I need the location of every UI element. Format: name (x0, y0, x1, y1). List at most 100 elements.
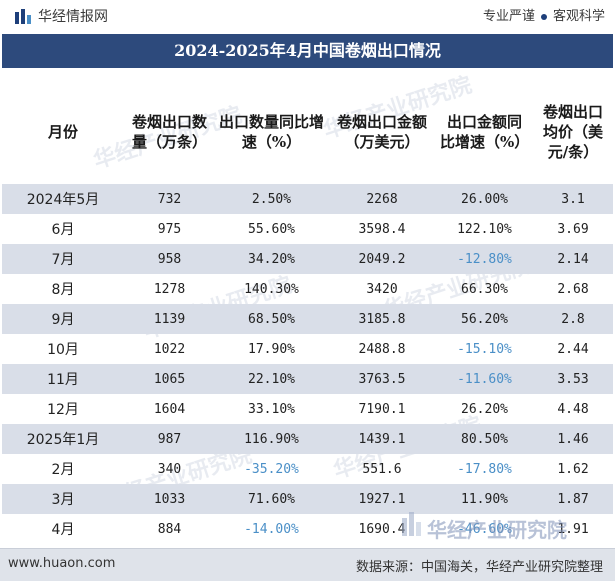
month-cell: 3月 (2, 484, 124, 514)
footer-source: 数据来源：中国海关，华经产业研究院整理 (355, 560, 603, 575)
value-cell: 33.10% (248, 401, 295, 417)
value-cell: -35.20% (244, 461, 299, 477)
value-cell: 71.60% (215, 484, 328, 514)
month-cell: 4月 (51, 522, 75, 538)
table-row: 4月 884 -14.00% 1690.4 -46.60% 1.91 (2, 514, 613, 544)
value-cell: 1.62 (557, 461, 589, 477)
value-cell: 122.10% (457, 221, 512, 237)
table-row: 2024年5月 732 2.50% 2268 26.00% 3.1 (2, 184, 613, 214)
page-title: 2024-2025年4月中国卷烟出口情况 (2, 34, 613, 68)
column-header: 出口数量同比增速（%） (219, 113, 325, 151)
value-cell: 2488.8 (358, 341, 406, 357)
month-cell: 7月 (2, 244, 124, 274)
month-cell: 2024年5月 (2, 184, 124, 214)
footer: www.huaon.com 数据来源：中国海关，华经产业研究院整理 (0, 548, 615, 581)
value-cell: 1065 (124, 364, 215, 394)
value-cell: 958 (124, 244, 215, 274)
value-cell: 1022 (153, 341, 186, 357)
huajing-logo-icon (15, 9, 31, 24)
month-cell: 2025年1月 (2, 424, 124, 454)
value-cell: -15.10% (457, 341, 512, 357)
value-cell: 56.20% (436, 304, 533, 334)
value-cell: 1927.1 (328, 484, 436, 514)
value-cell: 1.91 (557, 521, 589, 537)
value-cell: 3598.4 (358, 221, 406, 237)
value-cell: 7190.1 (358, 401, 406, 417)
value-cell: 987 (124, 424, 215, 454)
value-cell: 884 (157, 521, 182, 537)
value-cell: 1604 (153, 401, 186, 417)
value-cell: 26.20% (461, 401, 508, 417)
column-header: 出口金额同比增速（%） (440, 113, 530, 151)
column-header: 月份 (47, 123, 78, 141)
value-cell: 11.90% (436, 484, 533, 514)
month-cell: 2月 (51, 462, 75, 478)
value-cell: 66.30% (461, 281, 508, 297)
value-cell: 2268 (328, 184, 436, 214)
value-cell: 2.68 (557, 281, 589, 297)
value-cell: 2049.2 (328, 244, 436, 274)
site-name: 华经情报网 (38, 9, 108, 25)
value-cell: 1.87 (533, 484, 613, 514)
value-cell: 4.48 (557, 401, 589, 417)
value-cell: 1278 (153, 281, 186, 297)
value-cell: 2.50% (215, 184, 328, 214)
value-cell: -11.60% (436, 364, 533, 394)
value-cell: 2.8 (533, 304, 613, 334)
value-cell: 140.30% (244, 281, 299, 297)
value-cell: 3.69 (557, 221, 589, 237)
value-cell: 3.53 (533, 364, 613, 394)
footer-url: www.huaon.com (8, 556, 116, 571)
table-row: 10月 1022 17.90% 2488.8 -15.10% 2.44 (2, 334, 613, 364)
month-cell: 8月 (51, 282, 75, 298)
value-cell: 1439.1 (328, 424, 436, 454)
column-header: 卷烟出口数量（万条） (131, 113, 207, 151)
value-cell: 3185.8 (328, 304, 436, 334)
value-cell: 116.90% (215, 424, 328, 454)
value-cell: 3420 (366, 281, 398, 297)
table-row: 8月 1278 140.30% 3420 66.30% 2.68 (2, 274, 613, 304)
value-cell: 3.1 (533, 184, 613, 214)
month-cell: 11月 (2, 364, 124, 394)
value-cell: -46.60% (457, 521, 512, 537)
value-cell: 1.46 (533, 424, 613, 454)
month-cell: 12月 (47, 402, 79, 418)
value-cell: 55.60% (248, 221, 295, 237)
table-header-row: 月份 卷烟出口数量（万条） 出口数量同比增速（%） 卷烟出口金额（万美元） 出口… (2, 80, 613, 184)
table-row: 11月 1065 22.10% 3763.5 -11.60% 3.53 (2, 364, 613, 394)
table-row: 3月 1033 71.60% 1927.1 11.90% 1.87 (2, 484, 613, 514)
value-cell: 2.14 (533, 244, 613, 274)
watermark-logo-icon (402, 512, 421, 536)
value-cell: -12.80% (436, 244, 533, 274)
value-cell: -14.00% (244, 521, 299, 537)
column-header: 卷烟出口金额（万美元） (336, 113, 427, 151)
value-cell: 1033 (124, 484, 215, 514)
watermark-logo-text: 华经产业研究院 (427, 518, 567, 542)
table-row: 6月 975 55.60% 3598.4 122.10% 3.69 (2, 214, 613, 244)
watermark-logo: 华经产业研究院 (401, 510, 601, 546)
value-cell: -17.80% (457, 461, 512, 477)
value-cell: 2.44 (557, 341, 589, 357)
separator-dot-icon (540, 13, 547, 20)
table-row: 9月 1139 68.50% 3185.8 56.20% 2.8 (2, 304, 613, 334)
tagline-right: 客观科学 (552, 9, 605, 24)
column-header: 卷烟出口均价（美元/条） (542, 103, 603, 161)
value-cell: 340 (157, 461, 182, 477)
value-cell: 34.20% (215, 244, 328, 274)
top-bar: 华经情报网 专业严谨 客观科学 (0, 0, 615, 34)
month-cell: 6月 (51, 222, 75, 238)
value-cell: 1690.4 (358, 521, 406, 537)
value-cell: 22.10% (215, 364, 328, 394)
value-cell: 551.6 (362, 461, 402, 477)
value-cell: 17.90% (248, 341, 295, 357)
table-row: 12月 1604 33.10% 7190.1 26.20% 4.48 (2, 394, 613, 424)
value-cell: 3763.5 (328, 364, 436, 394)
table-row: 2025年1月 987 116.90% 1439.1 80.50% 1.46 (2, 424, 613, 454)
value-cell: 26.00% (436, 184, 533, 214)
table-row: 7月 958 34.20% 2049.2 -12.80% 2.14 (2, 244, 613, 274)
month-cell: 10月 (47, 342, 79, 358)
value-cell: 975 (157, 221, 182, 237)
value-cell: 1139 (124, 304, 215, 334)
month-cell: 9月 (2, 304, 124, 334)
tagline-left: 专业严谨 (482, 9, 535, 24)
